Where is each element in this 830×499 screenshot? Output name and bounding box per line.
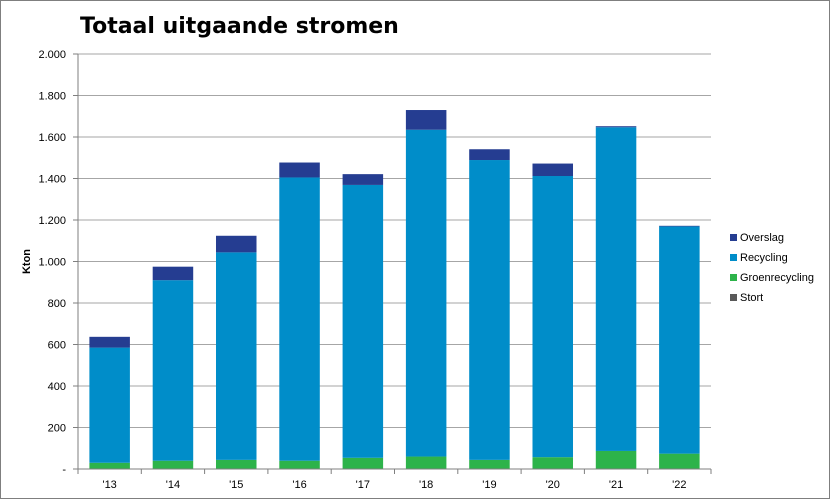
legend-swatch-stort [730,294,737,301]
bars [89,110,700,469]
bar-overslag [89,336,130,348]
y-tick-label: 800 [48,298,66,310]
bar-recycling [215,252,257,460]
y-tick-label: 1.000 [38,257,66,269]
bar-overslag [469,149,510,161]
legend-label-stort: Stort [740,292,763,304]
bar-recycling [595,127,637,451]
legend-swatch-groenrecycling [730,274,737,281]
x-tick-label: '13 [102,479,116,491]
legend-swatch-overslag [730,234,737,241]
legend-swatch-recycling [730,254,737,261]
bar-overslag [405,110,447,130]
y-tick-label: 200 [48,423,66,435]
y-tick-label: 1.600 [38,132,66,144]
legend-label-overslag: Overslag [740,232,784,244]
bar-overslag [279,162,320,178]
bar-recycling [89,347,130,463]
bar-overslag [659,225,700,227]
x-tick-label: '22 [672,479,686,491]
bar-recycling [659,226,700,454]
bar-recycling [405,129,447,457]
x-tick-label: '16 [292,479,306,491]
legend: Overslag Recycling Groenrecycling Stort [730,232,814,304]
bar-groenrecycling [152,460,194,469]
y-tick-label: 1.400 [38,174,66,186]
x-tick-label: '17 [356,479,370,491]
y-tick-label: 400 [48,381,66,393]
axes [73,53,712,474]
bar-groenrecycling [279,460,320,469]
bar-groenrecycling [532,457,574,469]
bar-recycling [469,160,510,460]
bar-recycling [152,280,194,461]
y-axis-label: Kton [21,249,33,274]
legend-label-groenrecycling: Groenrecycling [740,272,814,284]
legend-label-recycling: Recycling [740,252,788,264]
bar-groenrecycling [405,456,447,469]
bar-recycling [532,176,574,458]
x-tick-label: '21 [609,479,623,491]
y-tick-label: 1.800 [38,91,66,103]
bar-groenrecycling [469,459,510,469]
x-tick-label: '14 [166,479,180,491]
x-tick-label: '19 [482,479,496,491]
bar-overslag [215,235,257,253]
bar-overslag [595,126,637,128]
chart-title: Totaal uitgaande stromen [80,14,399,39]
y-tick-label: - [62,464,66,476]
x-tick-label: '20 [546,479,560,491]
x-axis-ticks: '13 '14 '15 '16 '17 '18 '19 '20 '21 '22 [102,479,686,491]
bar-groenrecycling [595,450,637,469]
bar-recycling [279,177,320,461]
bar-overslag [342,174,384,185]
x-tick-label: '15 [229,479,243,491]
y-tick-label: 600 [48,340,66,352]
bar-groenrecycling [659,453,700,469]
bar-groenrecycling [89,462,130,469]
bar-groenrecycling [215,459,257,469]
bar-overslag [152,266,194,281]
bar-overslag [532,163,574,177]
y-tick-label: 1.200 [38,215,66,227]
y-axis-ticks: - 200 400 600 800 1.000 1.200 1.400 1.600 1.800 2.… [38,49,66,476]
x-tick-label: '18 [419,479,433,491]
bar-groenrecycling [342,457,384,469]
y-tick-label: 2.000 [38,49,66,61]
bar-recycling [342,184,384,458]
